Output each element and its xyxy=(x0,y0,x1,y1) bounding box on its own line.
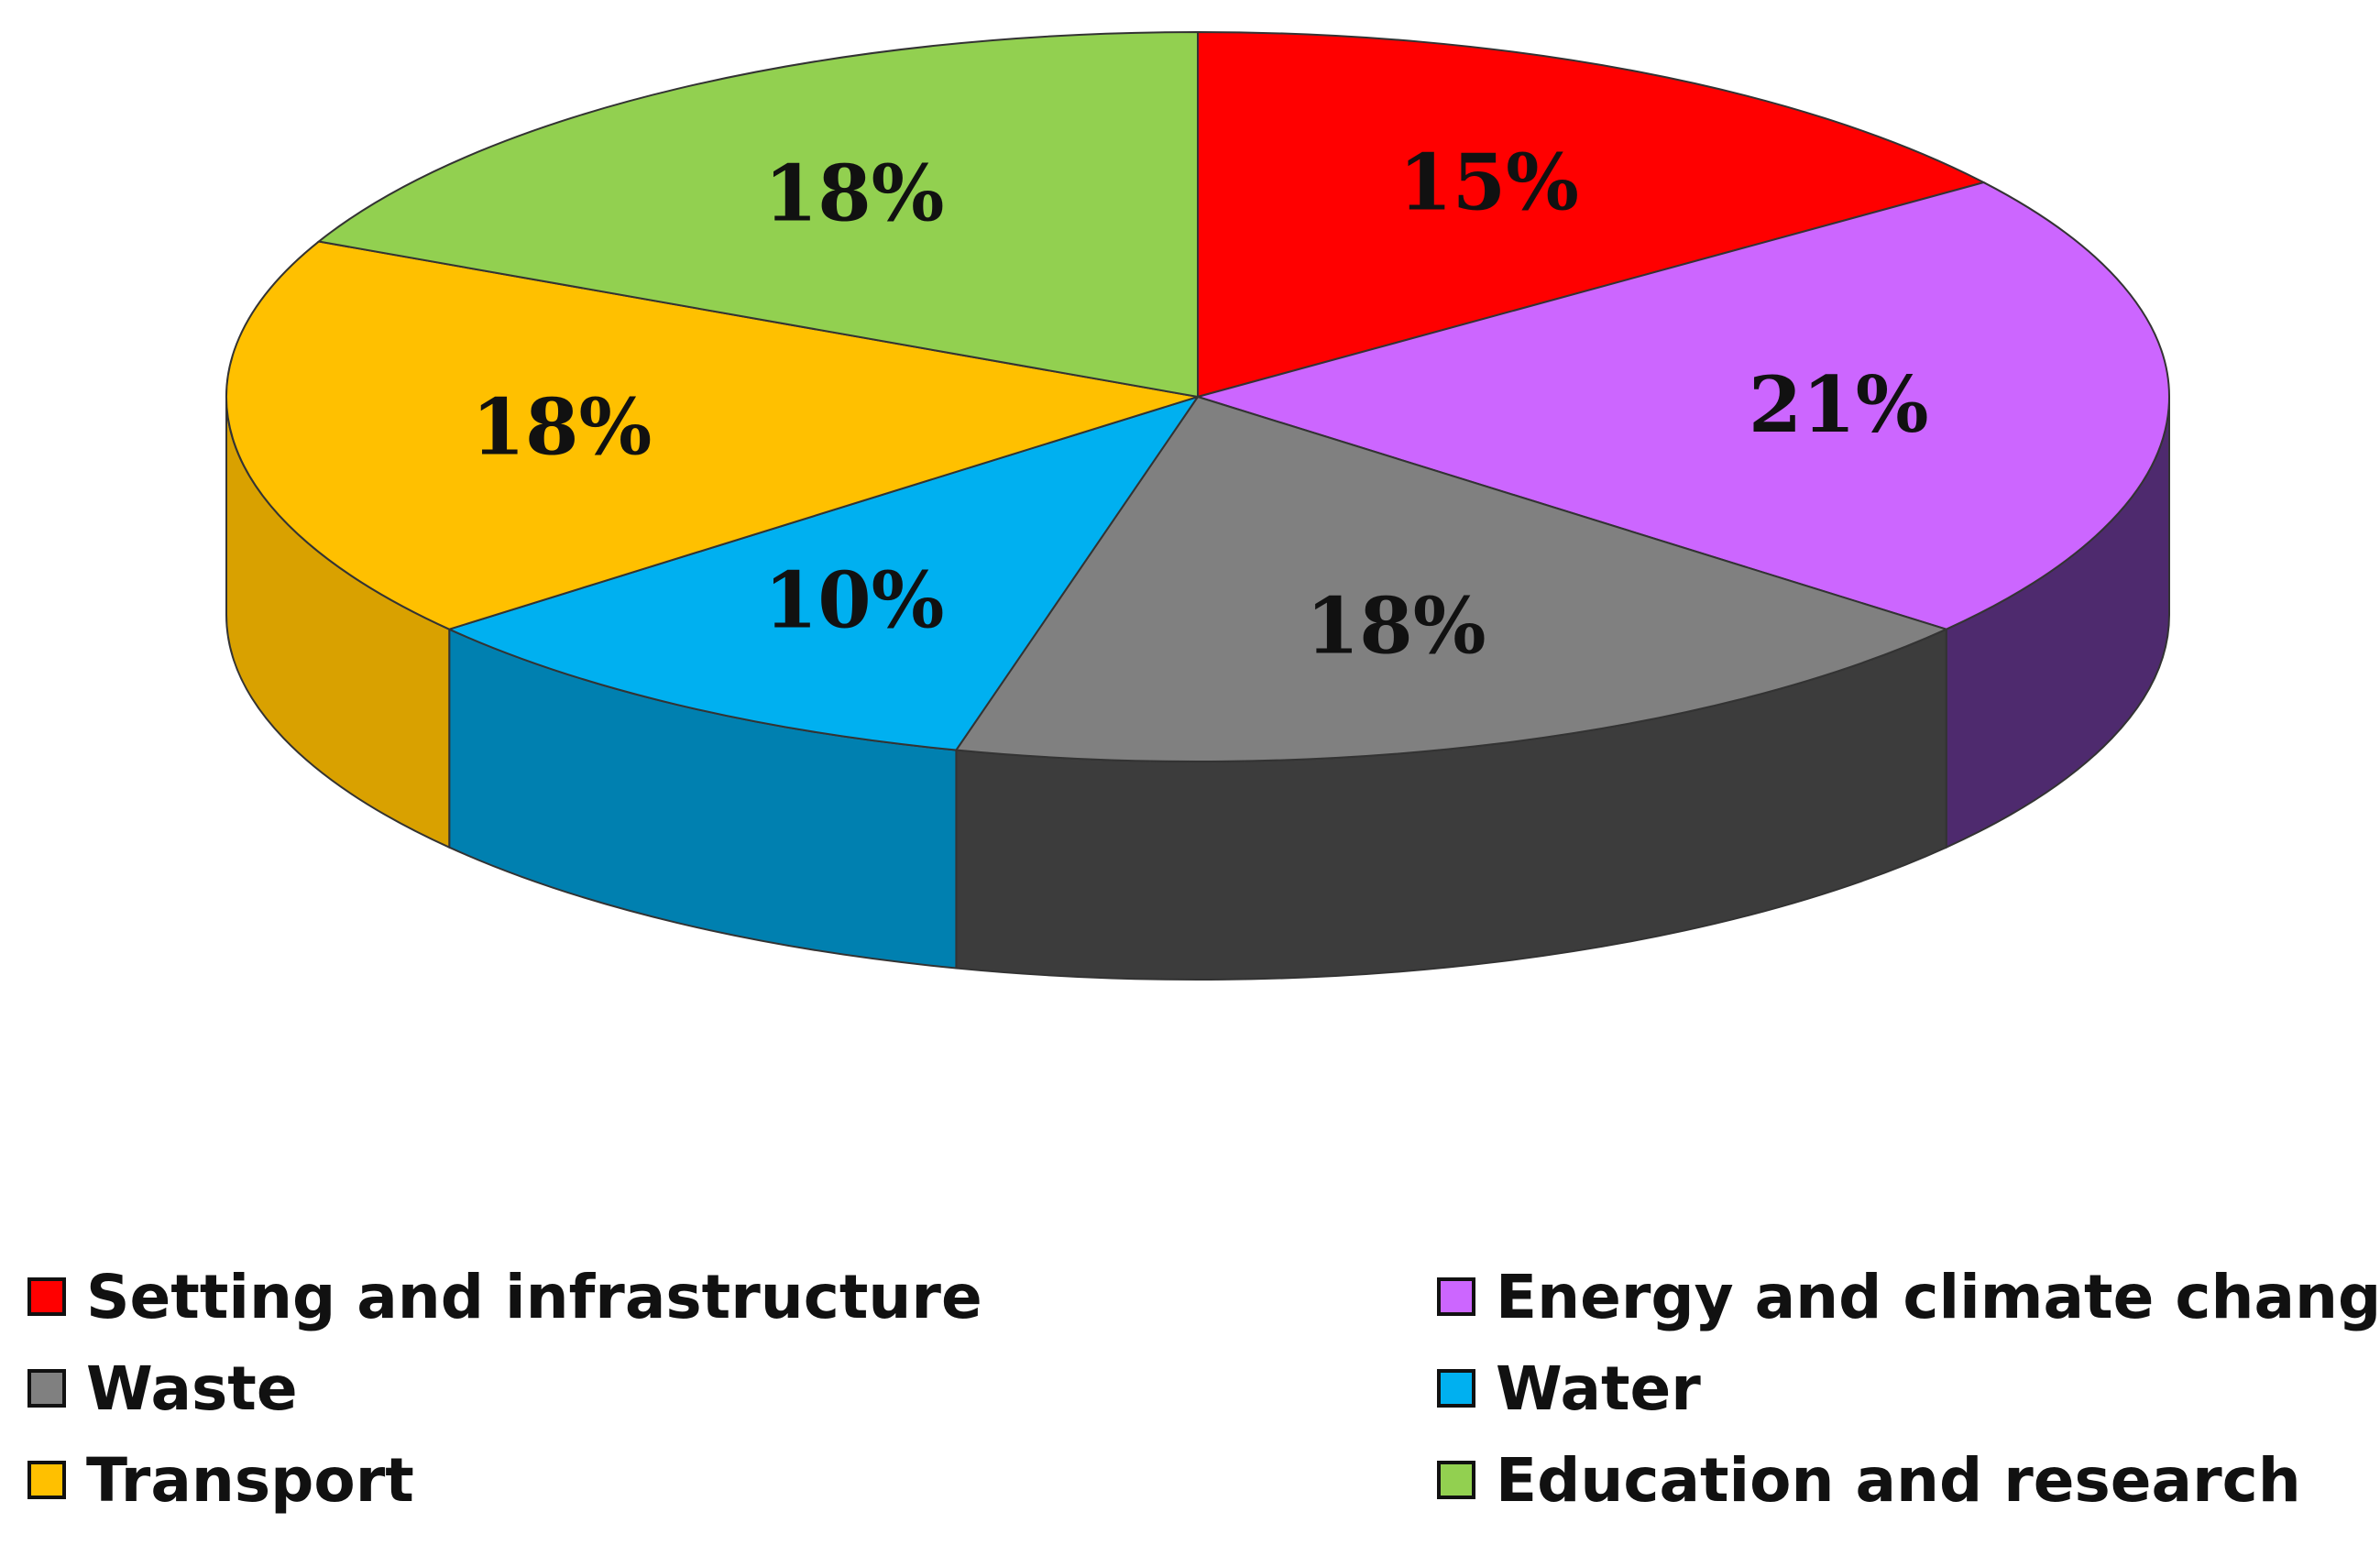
legend-swatch-waste xyxy=(27,1369,66,1408)
pie-label-water: 10% xyxy=(764,554,945,645)
pie-slice-waste[interactable] xyxy=(954,395,1949,763)
pie-side-walls xyxy=(225,396,2170,981)
legend-swatch-water xyxy=(1437,1369,1475,1408)
pie-slice-transport[interactable] xyxy=(225,240,1199,630)
legend-label: Transport xyxy=(86,1444,414,1516)
pie-label-setting-and-infrastructure: 15% xyxy=(1398,137,1579,227)
legend-swatch-setting-infrastructure xyxy=(27,1277,66,1316)
pie-label-energy-and-climate-change: 21% xyxy=(1749,359,1929,450)
legend: Setting and infrastructure Energy and cl… xyxy=(0,1255,2380,1530)
pie-data-labels: 15% 21% 18% 10% 18% 18% xyxy=(472,137,1929,671)
pie-slice-setting-and-infrastructure[interactable] xyxy=(1197,30,1987,399)
pie-slice-education-and-research[interactable] xyxy=(316,30,1199,399)
pie-top-faces xyxy=(225,30,2170,763)
legend-swatch-transport xyxy=(27,1461,66,1499)
pie-label-education-and-research: 18% xyxy=(764,148,945,239)
legend-label: Setting and infrastructure xyxy=(86,1261,982,1332)
pie-slice-water[interactable] xyxy=(446,395,1201,751)
legend-label: Waste xyxy=(86,1353,298,1424)
legend-label: Education and research xyxy=(1496,1444,2301,1516)
legend-label: Water xyxy=(1496,1353,1701,1424)
legend-item-setting-infrastructure[interactable]: Setting and infrastructure xyxy=(27,1255,982,1338)
legend-swatch-energy-climate xyxy=(1437,1277,1475,1316)
pie-slice-energy-and-climate-change[interactable] xyxy=(1194,181,2170,630)
legend-swatch-education-research xyxy=(1437,1461,1475,1499)
legend-label: Energy and climate change xyxy=(1496,1261,2380,1332)
pie-label-transport: 18% xyxy=(472,381,653,472)
legend-item-transport[interactable]: Transport xyxy=(27,1439,414,1521)
legend-item-energy-climate[interactable]: Energy and climate change xyxy=(1437,1255,2380,1338)
legend-item-water[interactable]: Water xyxy=(1437,1347,1701,1430)
legend-item-waste[interactable]: Waste xyxy=(27,1347,298,1430)
legend-item-education-research[interactable]: Education and research xyxy=(1437,1439,2301,1521)
pie-label-waste: 18% xyxy=(1306,580,1486,671)
